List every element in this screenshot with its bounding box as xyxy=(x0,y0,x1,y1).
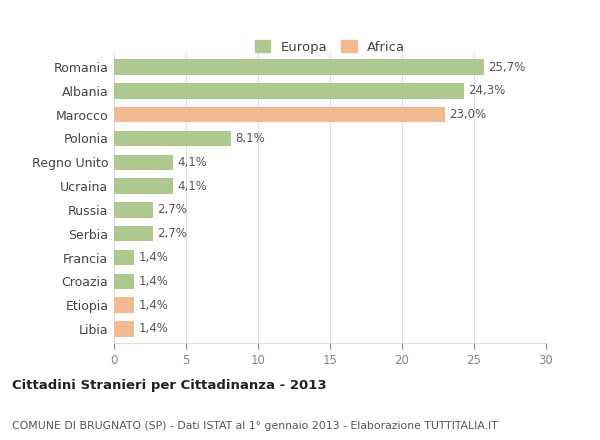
Bar xyxy=(114,154,173,170)
Bar xyxy=(114,131,230,146)
Bar xyxy=(114,59,484,75)
Bar xyxy=(114,202,153,218)
Bar xyxy=(114,297,134,313)
Legend: Europa, Africa: Europa, Africa xyxy=(251,36,409,58)
Text: 4,1%: 4,1% xyxy=(178,156,207,169)
Text: 4,1%: 4,1% xyxy=(178,180,207,193)
Bar xyxy=(114,250,134,265)
Text: 1,4%: 1,4% xyxy=(139,251,169,264)
Text: 24,3%: 24,3% xyxy=(468,84,505,97)
Bar xyxy=(114,274,134,289)
Text: COMUNE DI BRUGNATO (SP) - Dati ISTAT al 1° gennaio 2013 - Elaborazione TUTTITALI: COMUNE DI BRUGNATO (SP) - Dati ISTAT al … xyxy=(12,421,498,431)
Text: 25,7%: 25,7% xyxy=(488,61,526,73)
Text: 1,4%: 1,4% xyxy=(139,323,169,335)
Text: 1,4%: 1,4% xyxy=(139,299,169,312)
Text: 23,0%: 23,0% xyxy=(449,108,487,121)
Text: Cittadini Stranieri per Cittadinanza - 2013: Cittadini Stranieri per Cittadinanza - 2… xyxy=(12,378,326,392)
Bar xyxy=(114,226,153,242)
Text: 2,7%: 2,7% xyxy=(157,203,187,216)
Text: 8,1%: 8,1% xyxy=(235,132,265,145)
Bar xyxy=(114,83,464,99)
Text: 1,4%: 1,4% xyxy=(139,275,169,288)
Bar xyxy=(114,321,134,337)
Bar xyxy=(114,107,445,122)
Bar xyxy=(114,178,173,194)
Text: 2,7%: 2,7% xyxy=(157,227,187,240)
